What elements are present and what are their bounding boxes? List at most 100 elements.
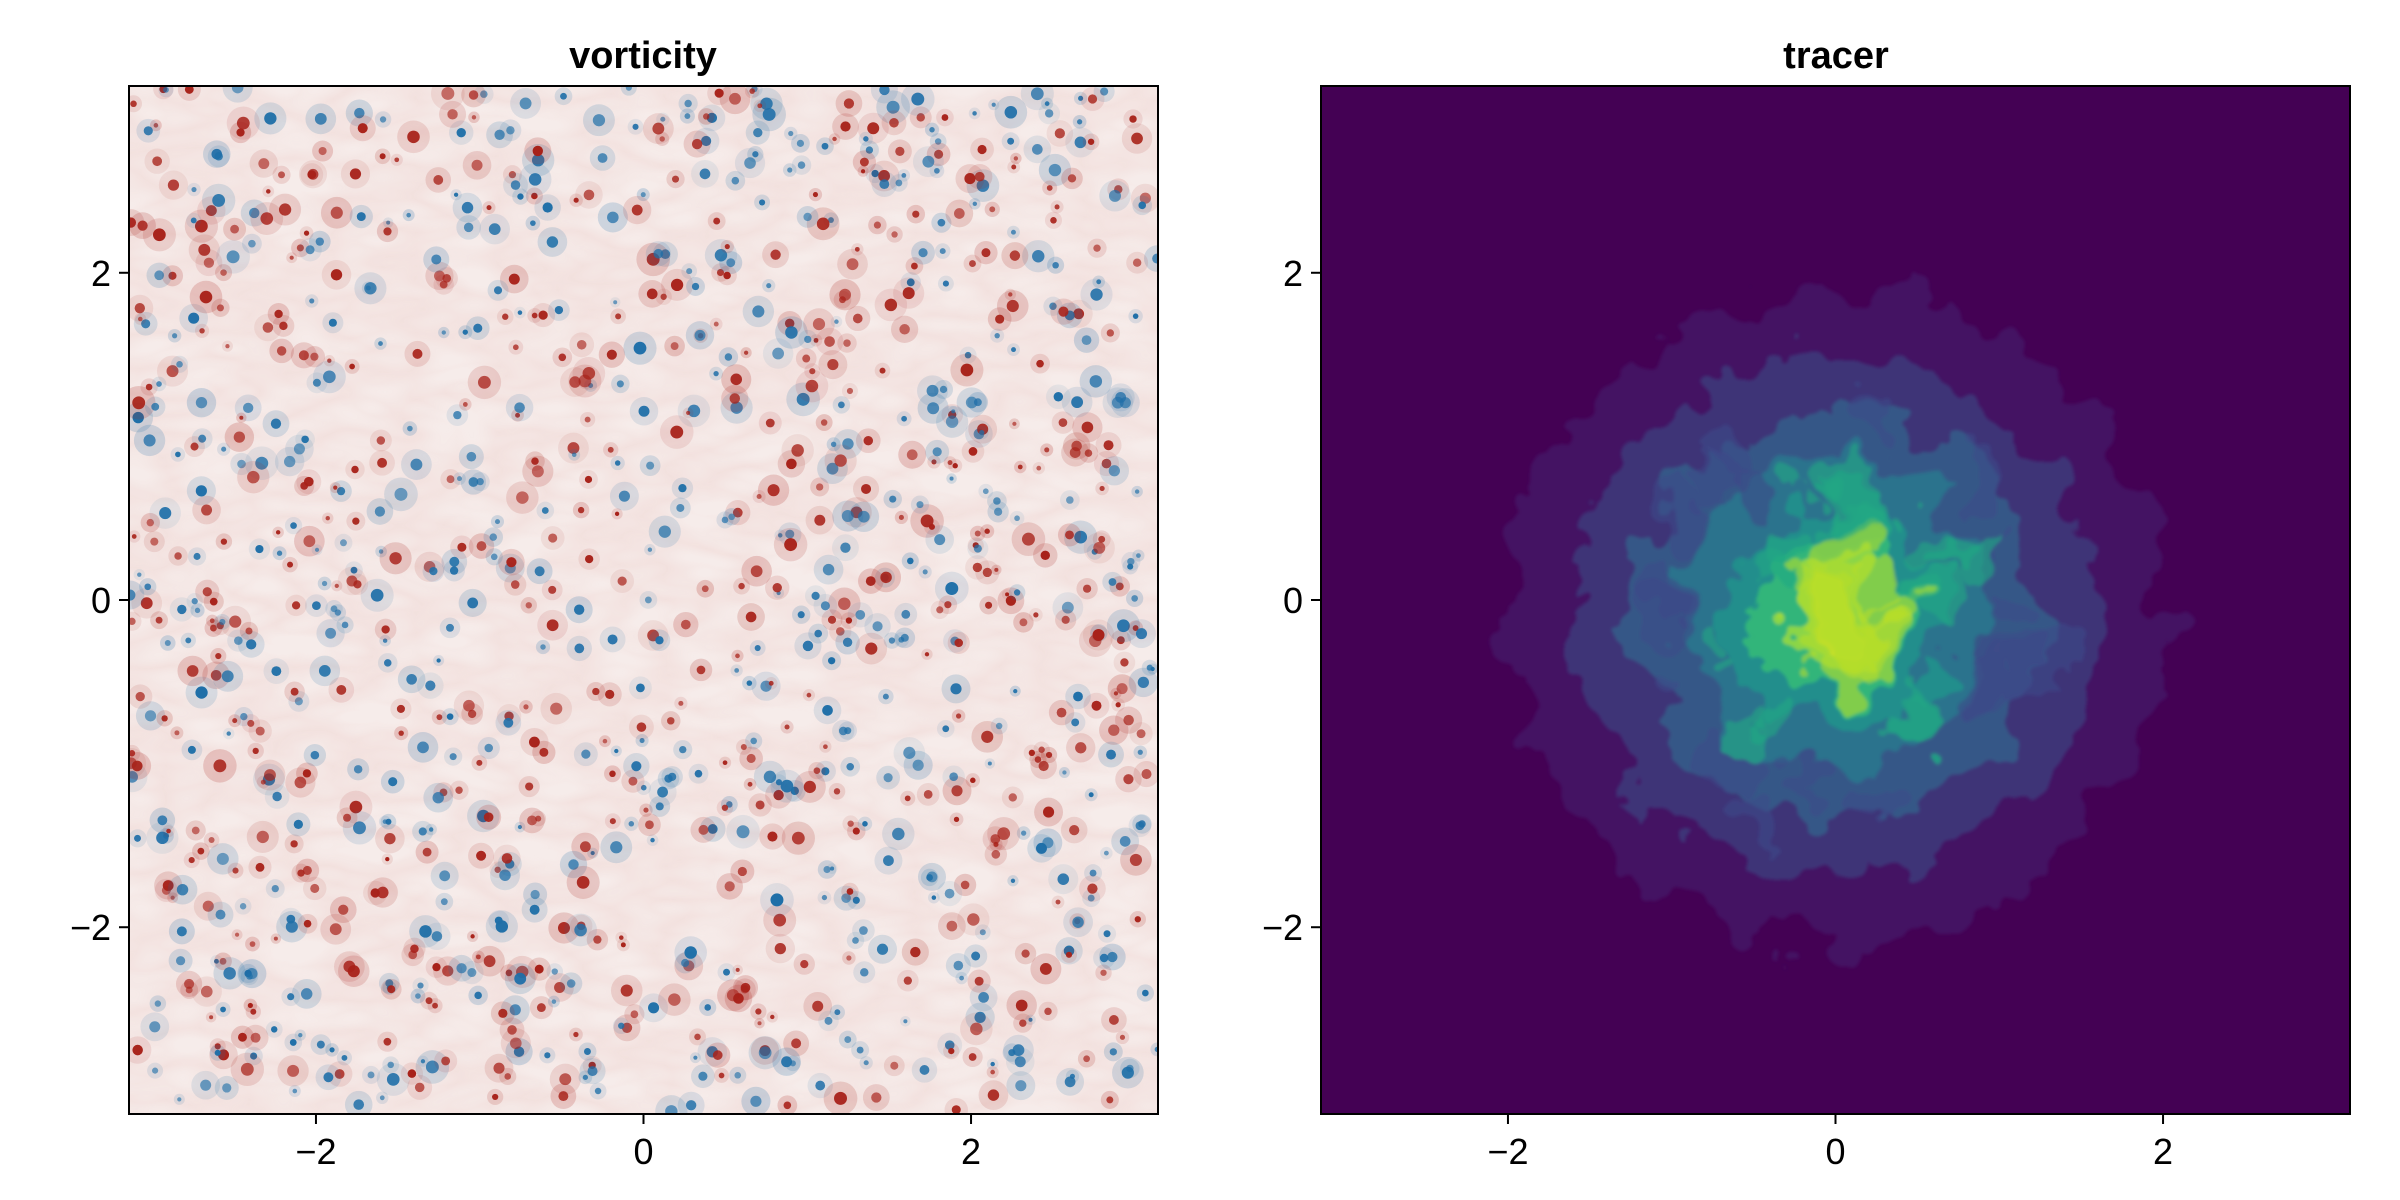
vortex-core (968, 1053, 977, 1061)
vortex-core (678, 484, 687, 493)
vortex-core (135, 691, 145, 702)
vortex-core (353, 765, 363, 774)
vortex-core (193, 552, 201, 560)
vortex-core (132, 411, 144, 424)
vortex-core (425, 680, 436, 691)
vortex-core (410, 458, 423, 471)
vortex-core (266, 189, 271, 194)
vortex-core (906, 278, 915, 287)
vortex-core (252, 747, 259, 755)
vortex-core (738, 582, 745, 590)
vortex-core (447, 109, 458, 120)
vortex-core (230, 224, 239, 234)
vortex-core (1108, 189, 1122, 202)
tracer-filament (1638, 583, 1694, 638)
vortex-core (1044, 109, 1054, 118)
vortex-core (453, 410, 462, 420)
vortex-core (216, 304, 224, 312)
vortex-core (274, 309, 283, 319)
vortex-core (1008, 292, 1013, 297)
vortex-core (902, 287, 915, 300)
vortex-core (1069, 824, 1080, 836)
vortex-core (129, 217, 137, 228)
vortex-core (225, 344, 230, 349)
vortex-core (255, 456, 269, 470)
vortex-core (329, 1047, 335, 1053)
vortex-core (255, 726, 265, 736)
vortex-core (574, 923, 587, 937)
vortex-core (298, 1032, 303, 1038)
vortex-core (191, 186, 197, 193)
vortex-core (1138, 201, 1147, 210)
vortex-core (670, 342, 679, 351)
vortex-core (960, 880, 970, 890)
vortex-core (1036, 359, 1044, 368)
vortex-core (843, 339, 851, 347)
vortex-core (976, 179, 990, 192)
vortex-core (554, 981, 566, 993)
vortex-core (310, 750, 320, 760)
vortex-core (1074, 530, 1088, 544)
vortex-core (534, 964, 544, 974)
vortex-core (648, 1002, 660, 1014)
vortex-core (972, 111, 977, 116)
vortex-core (568, 859, 579, 870)
vortex-core (755, 1008, 762, 1015)
vortex-core (525, 782, 534, 791)
vortex-core (1108, 1015, 1119, 1025)
vortex-core (531, 312, 538, 319)
vortex-core (216, 852, 229, 865)
vortex-core (231, 86, 244, 94)
tracer-filament (1856, 406, 1901, 452)
tracer-title: tracer (1783, 35, 1889, 77)
vortex-core (1013, 689, 1018, 694)
vortex-core (1126, 1064, 1134, 1073)
vortex-core (137, 220, 148, 231)
vortex-core (679, 745, 687, 754)
vortex-core (226, 731, 231, 736)
vortex-core (436, 714, 443, 721)
vortex-core (414, 1082, 425, 1093)
vortex-core (418, 827, 427, 836)
vortex-core (156, 831, 169, 845)
vortex-core (1046, 185, 1053, 191)
vortex-core (987, 761, 992, 766)
vortex-core (490, 553, 498, 561)
vortex-core (1082, 584, 1092, 593)
vortex-core (214, 958, 219, 964)
tracer-filament (1909, 570, 1965, 626)
vortex-core (1127, 557, 1135, 566)
vortex-core (757, 1021, 762, 1026)
vortex-core (352, 517, 360, 525)
vortex-core (381, 625, 390, 634)
vortex-core (865, 642, 878, 655)
vortex-core (461, 201, 474, 214)
vortex-core (132, 396, 146, 410)
vortex-core (613, 300, 618, 305)
vortex-core (934, 534, 946, 546)
vortex-core (146, 518, 155, 527)
vortex-core (953, 960, 964, 971)
vortex-core (433, 270, 445, 282)
vortex-core (750, 565, 763, 578)
vortex-core (606, 349, 617, 360)
vortex-core (566, 979, 576, 988)
vortex-core (970, 1022, 983, 1036)
vortex-core (278, 203, 292, 216)
vortex-core (532, 145, 544, 157)
vortex-core (753, 127, 763, 138)
vortex-core (1071, 440, 1082, 452)
vortex-core (1115, 702, 1121, 708)
vortex-core (972, 562, 983, 573)
vortex-core (830, 441, 837, 448)
vortex-core (1072, 916, 1084, 928)
vortex-core (1019, 1019, 1027, 1027)
vortex-core (834, 1091, 848, 1105)
vortex-core (1055, 899, 1061, 905)
vortex-core (813, 767, 821, 774)
vortex-core (341, 621, 349, 629)
vortex-core (1012, 421, 1017, 426)
vortex-core (852, 827, 860, 835)
vortex-core (439, 280, 448, 289)
vortex-core (194, 219, 208, 233)
